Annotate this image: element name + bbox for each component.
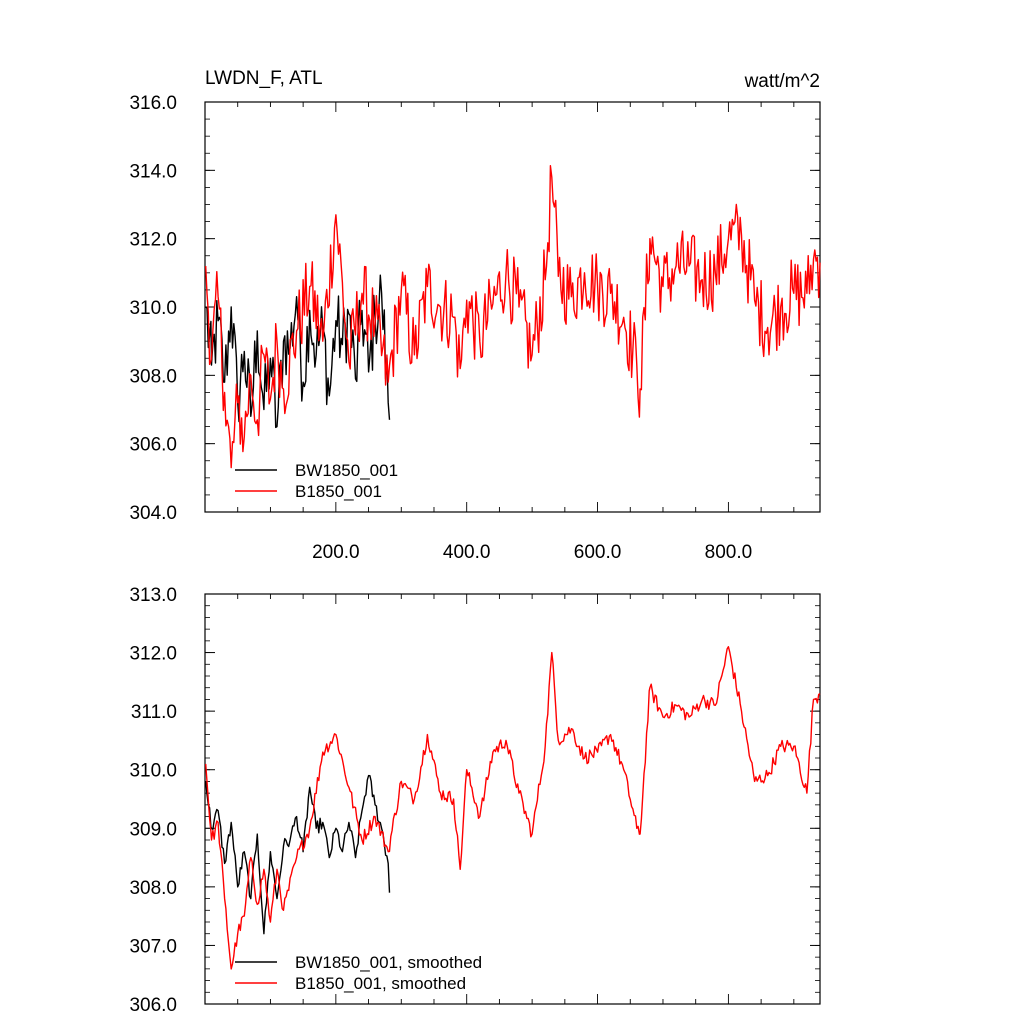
y-tick-label: 312.0 xyxy=(129,644,177,665)
y-tick-label: 313.0 xyxy=(129,585,177,606)
top-legend: BW1850_001 B1850_001 xyxy=(235,461,398,501)
y-tick-label: 310.0 xyxy=(129,761,177,782)
y-tick-label: 308.0 xyxy=(129,366,177,387)
x-tick-label: 800.0 xyxy=(705,542,753,563)
y-tick-label: 314.0 xyxy=(129,161,177,182)
legend-label: BW1850_001 xyxy=(295,461,398,480)
bottom-series-lines xyxy=(205,646,821,970)
bottom-panel: 306.0 307.0 308.0 309.0 310.0 311.0 312.0 313.0… xyxy=(129,585,821,1016)
y-tick-label: 309.0 xyxy=(129,819,177,840)
y-tick-label: 307.0 xyxy=(129,936,177,957)
top-panel: LWDN_F, ATL watt/m^2 304.0 306.0 308.0 310.… xyxy=(129,68,821,563)
x-tick-label: 200.0 xyxy=(312,542,360,563)
y-tick-label: 304.0 xyxy=(129,503,177,524)
bottom-legend: BW1850_001, smoothed B1850_001, smoothed xyxy=(235,953,482,993)
top-plot-title: LWDN_F, ATL xyxy=(205,68,323,89)
series-line-bw1850 xyxy=(205,274,391,429)
legend-label: BW1850_001, smoothed xyxy=(295,953,482,972)
bottom-axes-ticks: 306.0 307.0 308.0 309.0 310.0 311.0 312.0 313.0 xyxy=(129,585,820,1016)
top-series-lines xyxy=(205,164,821,469)
series-line-b1850 xyxy=(205,646,821,970)
y-tick-label: 311.0 xyxy=(131,702,177,723)
series-line-b1850 xyxy=(205,164,821,469)
y-tick-label: 306.0 xyxy=(129,995,177,1016)
y-tick-label: 312.0 xyxy=(129,230,177,251)
top-axes-ticks: 304.0 306.0 308.0 310.0 312.0 314.0 316.0 200.0… xyxy=(129,93,820,563)
x-tick-label: 600.0 xyxy=(574,542,622,563)
x-tick-label: 400.0 xyxy=(443,542,491,563)
y-tick-label: 310.0 xyxy=(129,298,177,319)
legend-label: B1850_001 xyxy=(295,482,382,501)
legend-label: B1850_001, smoothed xyxy=(295,974,466,993)
top-plot-units: watt/m^2 xyxy=(744,71,820,92)
bottom-plot-frame xyxy=(204,593,821,1005)
y-tick-label: 308.0 xyxy=(129,878,177,899)
y-tick-label: 306.0 xyxy=(129,435,177,456)
y-tick-label: 316.0 xyxy=(129,93,177,114)
